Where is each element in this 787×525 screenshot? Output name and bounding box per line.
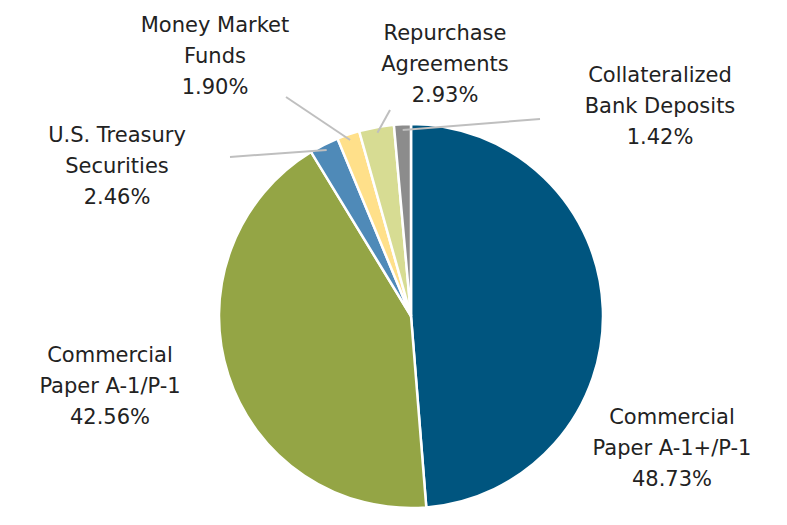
category-label: Collateralized Bank Deposits [585,63,736,118]
leader-line [403,119,540,130]
leader-line [377,110,390,133]
label-line: Repurchase [384,21,507,45]
category-label: U.S. Treasury Securities [48,123,186,178]
pie-chart: Commercial Paper A-1+/P-1 48.73% Commercial… [0,0,787,525]
data-label: 42.56% [70,405,150,429]
labels: Commercial Paper A-1+/P-1 48.73% Commercial… [39,13,751,491]
category-label: Repurchase Agreements [381,21,509,76]
pie-slice [411,124,603,507]
data-label: 1.42% [627,125,694,149]
data-label: 1.90% [182,75,249,99]
leader-line [230,150,327,157]
category-label: Money Market Funds [141,13,290,68]
label-line: Bank Deposits [585,94,736,118]
label-line: Commercial [609,405,735,429]
label-line: Agreements [381,52,509,76]
label-line: Commercial [47,343,173,367]
label-line: Securities [65,154,169,178]
label-line: Money Market [141,13,290,37]
label-line: Paper A-1+/P-1 [593,436,752,460]
pie-slice [394,124,411,316]
pie-slice [359,125,411,316]
leader-line [286,97,350,140]
label-line: Funds [184,44,246,68]
label-line: U.S. Treasury [48,123,186,147]
data-label: 48.73% [632,467,712,491]
label-line: Collateralized [588,63,732,87]
data-label: 2.46% [84,185,151,209]
chart: Commercial Paper A-1+/P-1 48.73% Commercial… [0,0,787,525]
category-label: Commercial Paper A-1/P-1 [39,343,180,398]
leader-lines [230,97,540,157]
label-line: Paper A-1/P-1 [39,374,180,398]
category-label: Commercial Paper A-1+/P-1 [593,405,752,460]
slices [219,124,603,508]
data-label: 2.93% [412,83,479,107]
